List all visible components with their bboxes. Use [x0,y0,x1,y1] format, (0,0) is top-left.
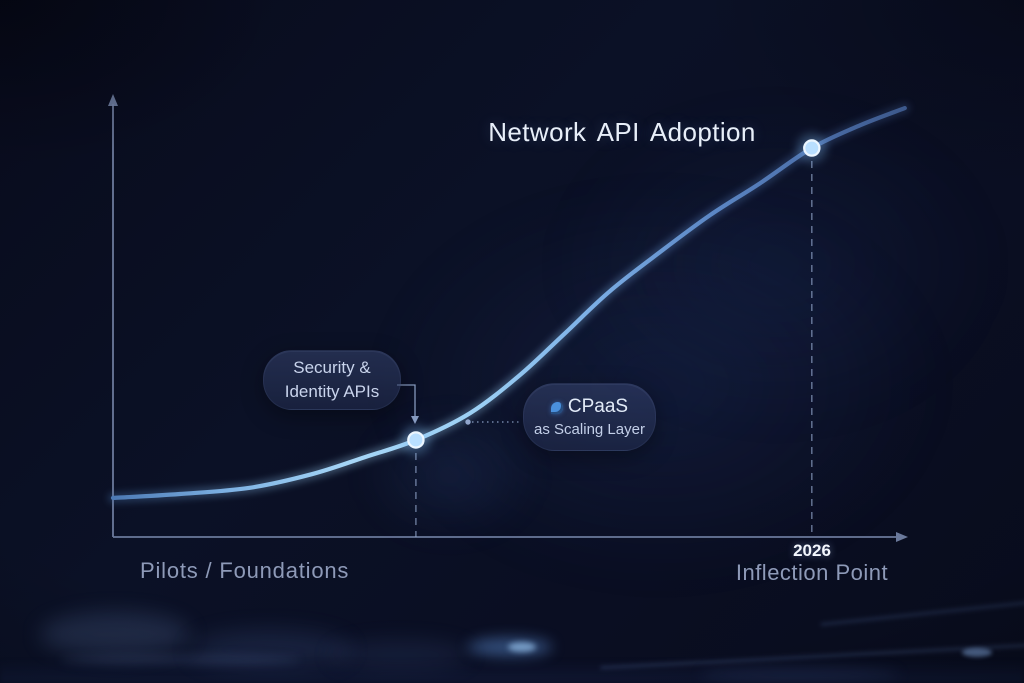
x-axis-label-right: Inflection Point [735,560,889,585]
callout-security-line1: Security & [293,358,371,377]
callout-cpaas-scaling-layer: CPaaS as Scaling Layer [523,383,656,451]
adoption-curve [107,102,911,504]
x-axis-label-left: Pilots / Foundations [140,558,350,583]
chart-title: Network API Adoption [488,117,756,147]
y-axis-arrow-icon [108,94,118,106]
callout-security-line2: Identity APIs [284,382,380,401]
callout-cpaas-line1: CPaaS [567,396,629,417]
cpaas-droplet-icon [550,402,563,414]
x-axis-arrow-icon [896,532,908,542]
callout-cpaas-line2: as Scaling Layer [534,421,645,438]
milestone-markers [400,133,827,537]
x-axis-year-label: 2026 [793,541,831,560]
callout-security-identity-apis: Security & Identity APIs [263,350,401,410]
